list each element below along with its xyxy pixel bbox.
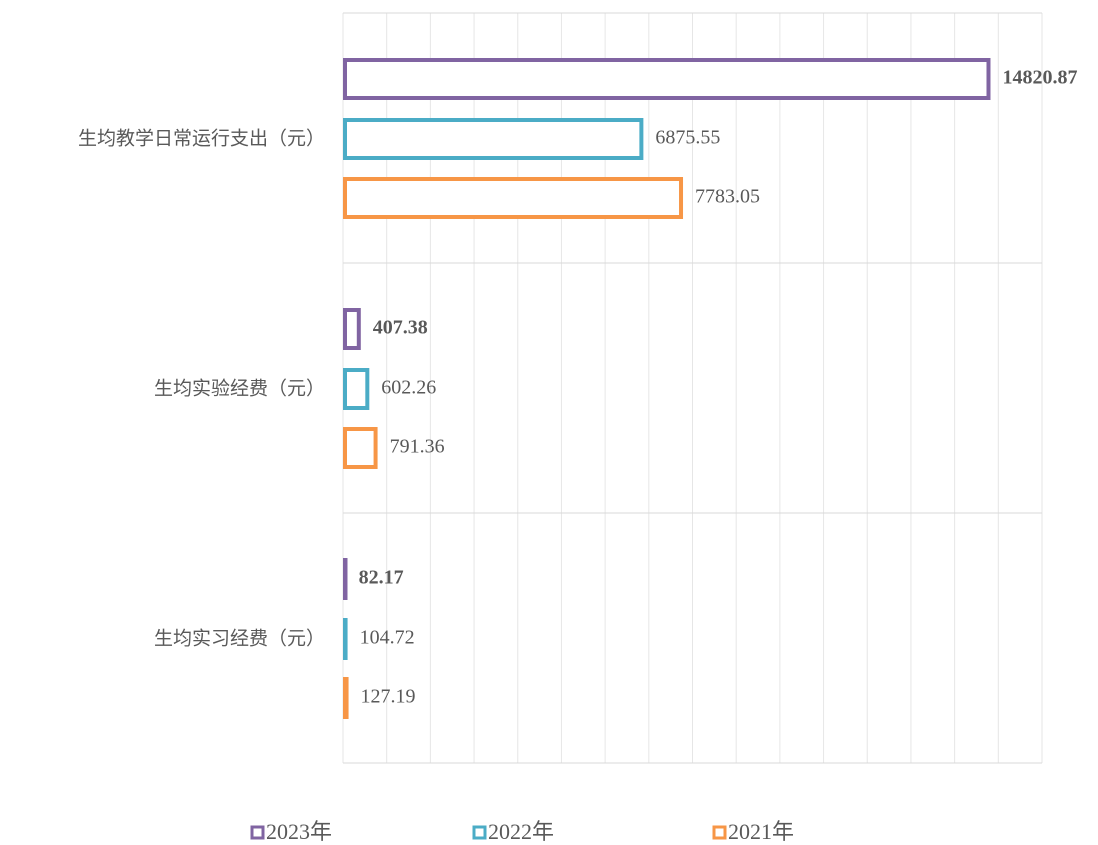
bar — [343, 177, 684, 219]
legend-label: 2022年 — [488, 819, 554, 844]
category-label: 生均教学日常运行支出（元） — [78, 128, 325, 150]
data-label: 82.17 — [359, 567, 404, 589]
data-label: 104.72 — [360, 627, 415, 649]
legend-label: 2023年 — [266, 819, 332, 844]
category-label: 生均实验经费（元） — [154, 378, 325, 400]
data-label: 6875.55 — [655, 127, 720, 149]
bar — [343, 427, 378, 469]
data-label: 791.36 — [390, 436, 445, 458]
bar — [343, 58, 991, 100]
bar — [343, 308, 361, 350]
data-label: 7783.05 — [695, 186, 760, 208]
legend-marker — [250, 825, 265, 840]
legend-label: 2021年 — [728, 819, 794, 844]
bar — [343, 558, 348, 600]
bar — [343, 677, 349, 719]
bar — [343, 368, 370, 410]
bar — [343, 618, 348, 660]
category-label: 生均实习经费（元） — [154, 628, 325, 650]
bar — [343, 118, 644, 160]
data-label: 14820.87 — [1002, 67, 1077, 89]
legend-marker — [472, 825, 487, 840]
legend-marker — [712, 825, 727, 840]
data-label: 602.26 — [381, 377, 436, 399]
data-label: 127.19 — [361, 686, 416, 708]
data-label: 407.38 — [373, 317, 428, 339]
